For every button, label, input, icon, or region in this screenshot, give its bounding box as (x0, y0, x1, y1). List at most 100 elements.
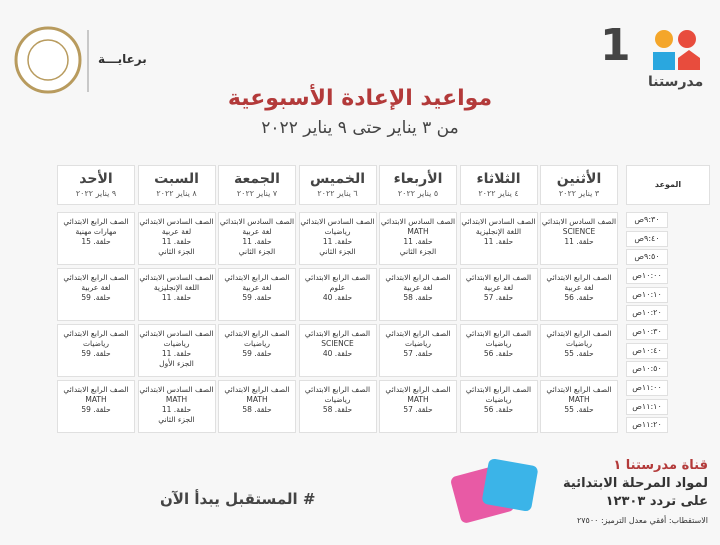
lesson-cell: الصف الرابع الابتدائي رياضيات حلقة. 56 (459, 380, 538, 433)
day-header: السبت ٨ يناير ٢٠٢٢ (137, 165, 216, 205)
day-header: الأربعاء ٥ يناير ٢٠٢٢ (379, 165, 457, 205)
time-header-cell: الموعد (626, 165, 710, 205)
day-date: ٣ يناير ٢٠٢٢ (558, 189, 600, 198)
lesson-line: MATH (165, 395, 188, 404)
lesson-cell: الصف الرابع الابتدائي لغة عربية حلقة. 58 (379, 268, 457, 321)
time-slot: ١٠:٢٠ص (626, 305, 668, 321)
day-header: الأثنين ٣ يناير ٢٠٢٢ (540, 165, 618, 205)
lesson-line: الصف الرابع الابتدائي (465, 329, 532, 338)
time-slot: ٩:٥٠ص (626, 249, 668, 265)
day-header: الجمعة ٧ يناير ٢٠٢٢ (218, 165, 296, 205)
lesson-line: حلقة. 11 (483, 237, 514, 246)
day-name: الأثنين (556, 171, 602, 187)
channel: قناة مدرستنا ١ (613, 458, 708, 473)
lesson-cell: الصف الرابع الابتدائي رياضيات حلقة. 55 (540, 324, 618, 377)
lesson-cell: الصف الرابع الابتدائي رياضيات حلقة. 56 (459, 324, 538, 377)
lesson-line: الصف الرابع الابتدائي (63, 217, 129, 226)
lesson-line: الصف السادس الابتدائي (380, 217, 456, 226)
time-slot: ٩:٣٠ص (626, 212, 668, 228)
lesson-cell: الصف الرابع الابتدائي رياضيات حلقة. 59 (57, 324, 135, 377)
frequency: على تردد ١٢٣٠٣ (605, 494, 708, 509)
day-name: الثلاثاء (476, 171, 521, 187)
day-date: ٥ يناير ٢٠٢٢ (397, 189, 439, 198)
lesson-line: رياضيات (324, 395, 351, 404)
lesson-line: حلقة. 59 (81, 349, 111, 358)
lesson-line: الجزء الثاني (319, 247, 356, 256)
lesson-line: الصف الرابع الابتدائي (224, 385, 290, 394)
lesson-line: حلقة. 11 (161, 349, 192, 358)
lesson-line: الصف الرابع الابتدائي (63, 385, 129, 394)
lesson-line: علوم (329, 283, 346, 292)
lesson-line: رياضيات (163, 339, 190, 348)
lesson-line: الجزء الثاني (238, 247, 276, 256)
lesson-line: حلقة. 11 (564, 237, 594, 246)
lesson-line: الصف الرابع الابتدائي (63, 273, 129, 282)
lesson-line: لغة عربية (81, 283, 111, 292)
lesson-line: الصف الرابع الابتدائي (385, 273, 451, 282)
day-date: ٤ يناير ٢٠٢٢ (478, 189, 519, 198)
lesson-cell: الصف السادس الابتدائي اللغة الإنجليزية حلق… (459, 212, 538, 265)
time-slot: ٩:٤٠ص (626, 230, 668, 247)
lesson-line: الصف السادس الابتدائي (541, 217, 617, 226)
day-header: الأحد ٩ يناير ٢٠٢٢ (57, 165, 135, 205)
time-slot: ١٠:١٠ص (626, 286, 668, 303)
lesson-line: SCIENCE (321, 339, 354, 348)
logo-house (678, 50, 700, 70)
lesson-line: MATH (568, 395, 590, 404)
lesson-line: حلقة. 59 (242, 293, 272, 302)
lesson-line: حلقة. 11 (161, 237, 192, 246)
lesson-cell: الصف الرابع الابتدائي علوم حلقة. 40 (298, 268, 377, 321)
lesson-line: حلقة. 11 (161, 293, 192, 302)
lesson-line: لغة عربية (483, 283, 514, 292)
lesson-line: الصف الرابع الابتدائي (385, 329, 451, 338)
lesson-line: الجزء الثاني (158, 415, 195, 424)
lesson-line: حلقة. 11 (322, 237, 353, 246)
lesson-cell: الصف الرابع الابتدائي SCIENCE حلقة. 40 (298, 324, 377, 377)
lesson-line: حلقة. 59 (242, 349, 272, 358)
lesson-line: الصف الرابع الابتدائي (224, 329, 290, 338)
lesson-line: MATH (85, 395, 107, 404)
lesson-line: حلقة. 11 (242, 237, 272, 246)
title: مواعيد الإعادة الأسبوعية (227, 86, 493, 111)
lesson-line: حلقة. 40 (322, 349, 353, 358)
lesson-line: لغة عربية (403, 283, 433, 292)
lesson-line: الصف السادس الابتدائي (139, 329, 214, 338)
day-name: الجمعة (234, 171, 280, 187)
lesson-cell: الصف الرابع الابتدائي MATH حلقة. 58 (218, 380, 296, 433)
lesson-line: حلقة. 58 (322, 405, 353, 414)
lesson-cell: الصف السادس الابتدائي رياضيات حلقة. 11 الجز… (298, 212, 377, 265)
emblem-ring (27, 39, 69, 81)
lesson-line: الصف الرابع الابتدائي (546, 273, 612, 282)
lesson-cell: الصف السادس الابتدائي رياضيات حلقة. 11 الجز… (137, 324, 216, 377)
sponsor: برعايـــة (98, 52, 147, 66)
ministry-emblem (14, 26, 82, 94)
lesson-line: الصف الرابع الابتدائي (224, 273, 290, 282)
lesson-line: حلقة. 55 (564, 405, 594, 414)
day-name: الأربعاء (393, 171, 443, 187)
lesson-line: الصف السادس الابتدائي (139, 385, 214, 394)
day-header: الخميس ٦ يناير ٢٠٢٢ (298, 165, 377, 205)
day-name: الخميس (309, 171, 366, 187)
lesson-line: SCIENCE (562, 227, 596, 236)
lesson-line: الصف السادس الابتدائي (300, 217, 375, 226)
lesson-line: حلقة. 57 (403, 349, 433, 358)
lesson-line: حلقة. 11 (161, 405, 192, 414)
lesson-line: الصف الرابع الابتدائي (465, 273, 532, 282)
lesson-line: الصف الرابع الابتدائي (304, 273, 371, 282)
day-header: الثلاثاء ٤ يناير ٢٠٢٢ (459, 165, 538, 205)
lesson-line: حلقة. 57 (403, 405, 433, 414)
lesson-line: لغة عربية (242, 227, 272, 236)
lesson-cell: الصف السادس الابتدائي MATH حلقة. 11 الجزء ا… (137, 380, 216, 433)
lesson-line: اللغة الإنجليزية (153, 283, 200, 292)
lesson-cell: الصف الرابع الابتدائي رياضيات حلقة. 59 (218, 324, 296, 377)
lesson-cell: الصف الرابع الابتدائي رياضيات حلقة. 58 (298, 380, 377, 433)
lesson-line: حلقة. 59 (81, 293, 111, 302)
time-slot: ١١:٢٠ص (626, 417, 668, 433)
day-name: السبت (154, 171, 199, 187)
time-slot: ١١:٠٠ص (626, 380, 668, 396)
lesson-cell: الصف السادس الابتدائي MATH حلقة. 11 الجزء ا… (379, 212, 457, 265)
logo-dot (678, 30, 696, 48)
lesson-cell: الصف الرابع الابتدائي لغة عربية حلقة. 59 (218, 268, 296, 321)
day-date: ٨ يناير ٢٠٢٢ (156, 189, 197, 198)
